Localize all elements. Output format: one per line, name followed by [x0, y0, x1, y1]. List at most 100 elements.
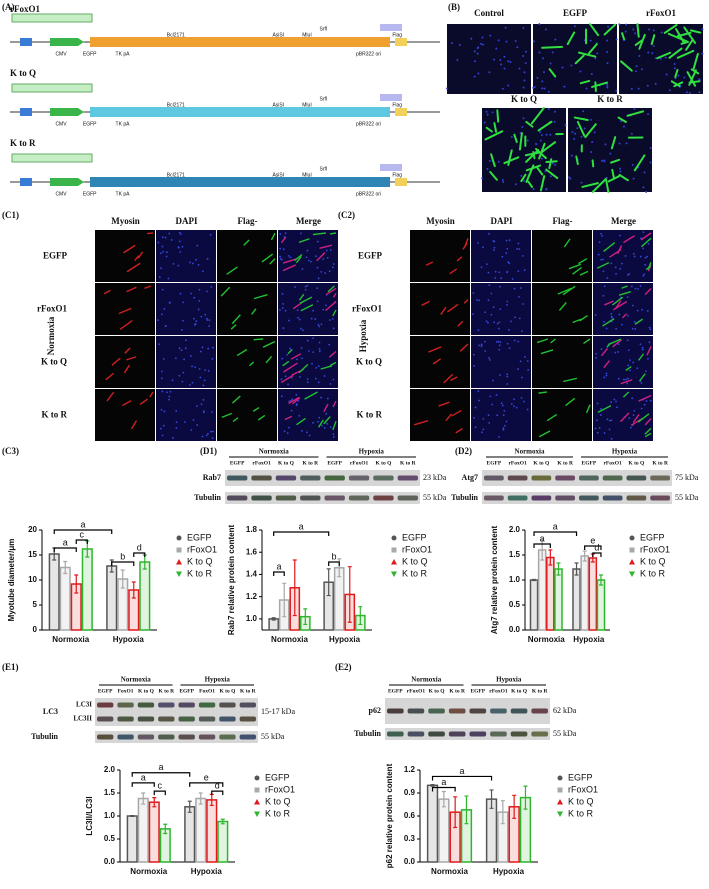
nucleus	[316, 300, 319, 303]
significance-bracket	[111, 561, 135, 566]
fiber	[540, 349, 554, 355]
nucleus	[605, 327, 608, 330]
nucleus	[498, 321, 501, 324]
nucleus	[506, 247, 509, 250]
nucleus	[201, 346, 204, 349]
nucleus	[602, 270, 605, 273]
cell	[674, 68, 679, 79]
nucleus	[520, 396, 523, 399]
nucleus	[208, 319, 211, 322]
cell	[576, 120, 586, 137]
nucleus	[282, 248, 285, 251]
nucleus	[482, 417, 485, 420]
nucleus	[480, 343, 483, 346]
nucleus	[200, 315, 203, 318]
nucleus	[599, 414, 602, 416]
bar	[426, 784, 439, 863]
lane-label: K to Q	[375, 460, 392, 466]
nucleus	[318, 325, 321, 328]
nucleus	[332, 433, 335, 436]
nucleus	[589, 118, 592, 121]
nucleus	[509, 60, 512, 63]
legend-label: K to R	[187, 568, 213, 578]
nucleus	[502, 414, 505, 417]
significance-letter: a	[63, 537, 68, 547]
nucleus	[502, 427, 505, 430]
nucleus	[295, 404, 298, 407]
blot-band	[275, 475, 297, 481]
feature-label: EGFP	[83, 121, 97, 127]
nucleus	[161, 434, 164, 437]
nucleus	[505, 252, 508, 254]
x-tick-label: Normoxia	[271, 635, 308, 644]
nucleus	[192, 419, 195, 421]
fiber	[280, 374, 294, 384]
lane-label: K to Q	[138, 688, 155, 694]
nucleus	[160, 377, 163, 380]
nucleus	[481, 431, 483, 434]
nucleus	[617, 377, 620, 380]
blot-band	[507, 475, 528, 481]
y-tick-label: 15	[28, 550, 37, 559]
nucleus	[482, 246, 484, 249]
fiber	[236, 348, 248, 357]
legend-marker	[557, 799, 563, 805]
nucleus	[476, 52, 479, 55]
nucleus	[539, 130, 542, 133]
nucleus	[311, 362, 313, 365]
y-axis-label: Rab7 relative protein content	[227, 525, 236, 636]
legend-marker	[629, 547, 635, 553]
nucleus	[490, 313, 493, 316]
bar	[554, 568, 563, 631]
nucleus	[641, 308, 643, 311]
fiber	[579, 314, 588, 322]
significance-bracket	[131, 782, 155, 787]
fiber	[134, 255, 140, 261]
nucleus	[312, 337, 314, 339]
nucleus	[473, 75, 476, 78]
nucleus	[626, 382, 629, 385]
nucleus	[322, 258, 325, 260]
nucleus	[477, 241, 479, 244]
nucleus	[619, 170, 622, 173]
nucleus	[576, 127, 579, 130]
nucleus	[636, 367, 639, 370]
fiber	[282, 360, 290, 367]
fiber	[640, 237, 652, 248]
error-bar	[326, 568, 331, 597]
nucleus	[206, 432, 209, 435]
nucleus	[484, 311, 487, 314]
nucleus	[211, 411, 213, 414]
nucleus	[606, 50, 609, 53]
blot-band	[650, 495, 670, 501]
y-tick-label: 0.9	[404, 788, 416, 797]
significance-bracket	[273, 531, 330, 536]
cell	[689, 29, 702, 34]
x-tick-label: Normoxia	[431, 867, 468, 876]
nucleus	[174, 357, 177, 360]
legend-label: EGFP	[640, 532, 665, 542]
nucleus	[633, 409, 636, 412]
blot-image	[95, 731, 258, 743]
nucleus	[643, 171, 646, 174]
nucleus	[485, 320, 488, 323]
nucleus	[165, 251, 168, 254]
fiber	[105, 372, 115, 381]
nucleus	[595, 356, 598, 359]
fluorescence-image	[95, 389, 155, 441]
nucleus	[499, 374, 501, 376]
fiber	[231, 395, 241, 404]
fiber	[585, 404, 591, 414]
nucleus	[164, 236, 167, 239]
error-bar	[187, 800, 192, 813]
nucleus	[600, 258, 602, 261]
cell	[685, 38, 694, 51]
nucleus	[160, 267, 163, 270]
insert	[90, 177, 390, 187]
nucleus	[594, 427, 597, 430]
nucleus	[606, 418, 609, 421]
nucleus	[325, 412, 328, 415]
lane-label: FoxO1	[199, 688, 215, 694]
nucleus	[513, 405, 515, 408]
nucleus	[489, 34, 492, 37]
